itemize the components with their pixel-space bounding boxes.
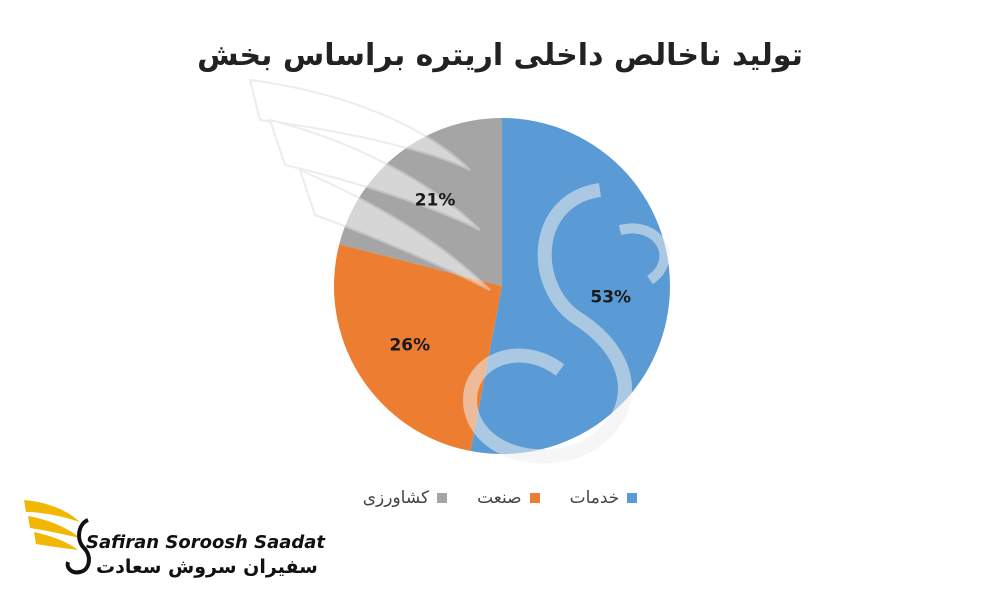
legend-swatch-agriculture: [437, 493, 448, 503]
logo-wing-icon: [24, 500, 80, 550]
company-logo: [24, 500, 91, 575]
logo-swan-icon: [65, 518, 91, 575]
legend-label-agriculture: کشاورزی: [362, 488, 430, 508]
legend-swatch-services: [627, 493, 638, 503]
legend-item-services: خدمات: [570, 488, 638, 508]
legend-label-industry: صنعت: [477, 488, 522, 508]
chart-title: تولید ناخالص داخلی اریتره براساس بخش: [197, 38, 803, 73]
chart-legend: خدمات صنعت کشاورزی: [0, 488, 1000, 508]
logo-name-en: Safiran Soroosh Saadat: [86, 532, 326, 553]
watermark-swan-icon: [248, 78, 670, 464]
logo-name-fa: سفیران سروش سعادت: [96, 556, 318, 578]
legend-item-industry: صنعت: [477, 488, 540, 508]
data-label-industry: 26%: [389, 336, 430, 356]
legend-label-services: خدمات: [569, 488, 620, 508]
legend-item-agriculture: کشاورزی: [362, 488, 448, 508]
legend-swatch-industry: [529, 493, 540, 503]
pie-slice-industry: [333, 244, 502, 452]
pie-data-labels: 53% 26% 21%: [389, 191, 631, 356]
data-label-services: 53%: [590, 287, 631, 307]
data-label-agriculture: 21%: [415, 191, 456, 211]
